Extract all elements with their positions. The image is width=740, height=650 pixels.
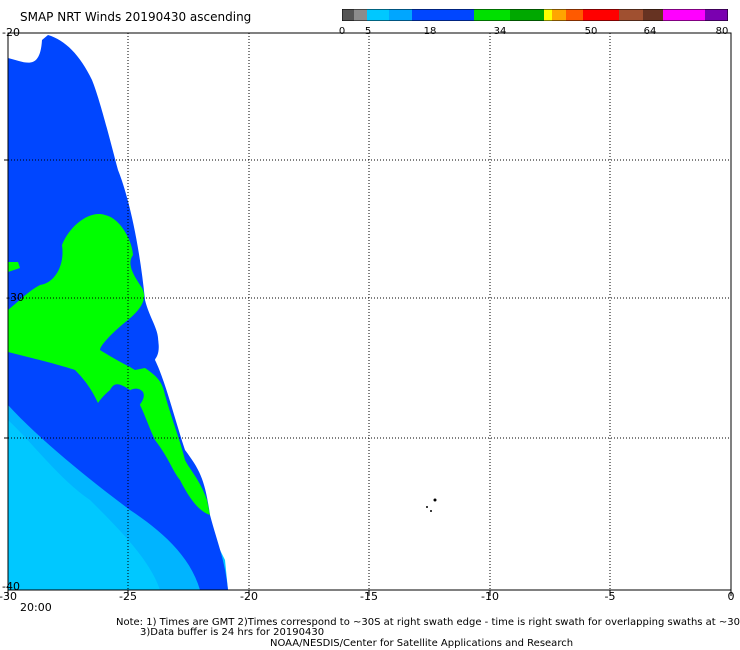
map-title: SMAP NRT Winds 20190430 ascending: [20, 10, 252, 24]
island-feature: [426, 498, 437, 512]
colorbar-label-50: 50: [584, 26, 598, 37]
swath-green-cell-2: [8, 262, 20, 272]
colorbar-segment: [552, 9, 566, 21]
x-tick-label-20: -20: [240, 590, 258, 603]
x-tick-label-15: -15: [360, 590, 378, 603]
note-line-1: Note: 1) Times are GMT 2)Times correspon…: [116, 617, 740, 628]
note-line-2: 3)Data buffer is 24 hrs for 20190430: [140, 627, 325, 638]
colorbar-segment: [619, 9, 643, 21]
colorbar-label-18: 18: [423, 26, 437, 37]
x-tick-label-5: -5: [605, 590, 616, 603]
y-tick-label-bottom: -40: [2, 580, 20, 593]
swath-blue-channel: [100, 328, 159, 367]
y-tick-label-middle: -30: [6, 291, 24, 304]
colorbar-segment: [354, 9, 367, 21]
swath-light-blue-overlay: [8, 405, 200, 590]
y-tick-label-top: -20: [2, 26, 20, 39]
swath-blue-hole: [127, 388, 144, 411]
x-tick-label-30: -30: [0, 590, 17, 603]
colorbar-segment: [643, 9, 663, 21]
x-tick-label-0: 0: [728, 590, 735, 603]
x-tick-label-10: -10: [481, 590, 499, 603]
colorbar-segment: [342, 9, 354, 21]
colorbar-label-34: 34: [493, 26, 507, 37]
colorbar-label-5: 5: [364, 26, 372, 37]
swath-green-cell-1: [8, 214, 210, 515]
colorbar-segment: [474, 9, 510, 21]
colorbar-segment: [583, 9, 619, 21]
colorbar-segment: [367, 9, 389, 21]
x-tick-label-25: -25: [119, 590, 137, 603]
colorbar-label-80: 80: [715, 26, 729, 37]
colorbar-segment: [412, 9, 474, 21]
wind-swath: [8, 35, 228, 590]
map-ticks: [4, 159, 732, 596]
colorbar-segment: [389, 9, 412, 21]
colorbar-segment: [544, 9, 552, 21]
map-grid: [8, 33, 731, 590]
colorbar-segment: [510, 9, 544, 21]
colorbar-segment: [566, 9, 583, 21]
colorbar-label-0: 0: [338, 26, 346, 37]
colorbar-segment: [663, 9, 705, 21]
time-label: 20:00: [20, 601, 52, 614]
credit-line: NOAA/NESDIS/Center for Satellite Applica…: [270, 638, 574, 649]
colorbar-label-64: 64: [643, 26, 657, 37]
